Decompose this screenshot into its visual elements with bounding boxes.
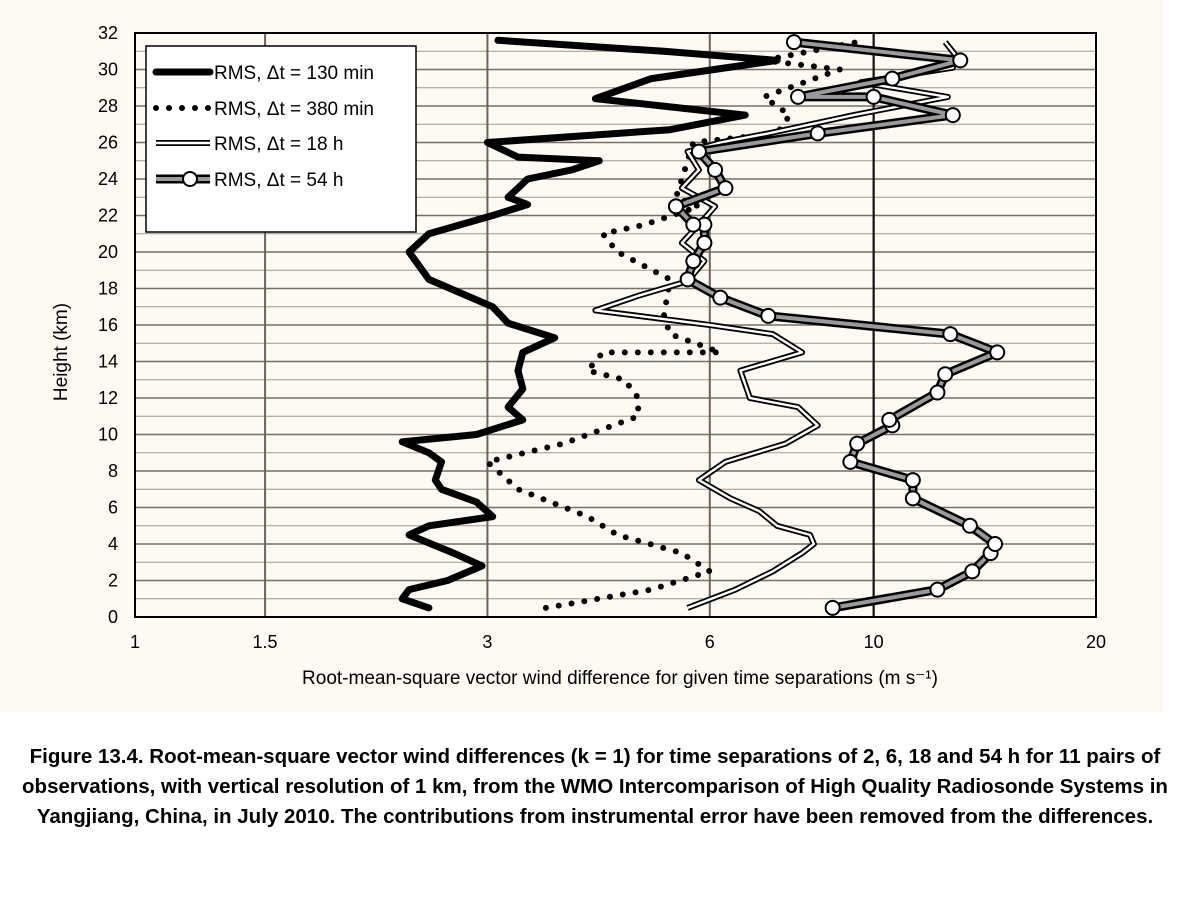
figure-caption: Figure 13.4. Root-mean-square vector win… <box>22 745 1168 828</box>
legend-label: RMS, Δt = 130 min <box>214 63 374 84</box>
series-layer <box>398 34 1006 616</box>
legend-label: RMS, Δt = 380 min <box>214 99 374 120</box>
y-tick-label: 4 <box>108 534 118 554</box>
series-54-h-marker <box>696 234 713 251</box>
series-54-h-marker <box>842 453 859 470</box>
series-54-h-marker <box>760 307 777 324</box>
series-54-h-marker <box>937 366 954 383</box>
series-54-h-marker <box>881 411 898 428</box>
legend-label: RMS, Δt = 54 h <box>214 170 343 191</box>
y-tick-label: 14 <box>98 352 118 372</box>
series-54-h-marker <box>809 125 826 142</box>
series-54-h-marker <box>944 107 961 124</box>
series-380-min-line <box>481 39 861 611</box>
y-axis-label: Height (km) <box>51 303 72 401</box>
x-tick-label: 10 <box>864 632 884 652</box>
series-54-h-marker <box>961 517 978 534</box>
x-tick-label: 20 <box>1086 632 1106 652</box>
grid <box>135 33 1096 617</box>
series-54-h-marker <box>929 581 946 598</box>
series-54-h-marker <box>690 143 707 160</box>
series-54-h-marker <box>685 216 702 233</box>
x-tick-label: 1.5 <box>253 632 278 652</box>
y-tick-label: 28 <box>98 96 118 116</box>
plot-frame <box>134 32 1097 618</box>
series-54-h-marker <box>667 198 684 215</box>
y-tick-label: 22 <box>98 206 118 226</box>
y-tick-label: 24 <box>98 169 118 189</box>
y-tick-label: 26 <box>98 133 118 153</box>
y-tick-label: 2 <box>108 571 118 591</box>
x-tick-label: 6 <box>705 632 715 652</box>
series-54-h-marker <box>679 271 696 288</box>
legend-box <box>145 45 417 233</box>
y-tick-label: 0 <box>108 607 118 627</box>
series-54-h-marker <box>785 34 802 51</box>
series-54-h-marker <box>712 289 729 306</box>
series-54-h-marker <box>929 384 946 401</box>
y-tick-label: 16 <box>98 315 118 335</box>
x-axis-label: Root-mean-square vector wind difference … <box>302 668 938 689</box>
y-tick-label: 12 <box>98 388 118 408</box>
y-tick-label: 6 <box>108 498 118 518</box>
series-54-h-marker <box>790 88 807 105</box>
legend-label: RMS, Δt = 18 h <box>214 134 343 155</box>
series-54-h-marker <box>849 435 866 452</box>
series-54-h-marker <box>707 161 724 178</box>
series-54-h-marker <box>865 88 882 105</box>
series-54-h-marker <box>904 490 921 507</box>
series-54-h-marker <box>717 180 734 197</box>
legend-marker <box>182 171 198 187</box>
y-tick-label: 30 <box>98 60 118 80</box>
series-130-min-line <box>398 36 781 612</box>
x-tick-label: 1 <box>130 632 140 652</box>
y-tick-label: 18 <box>98 279 118 299</box>
series-18-h-line <box>594 41 957 610</box>
series-54-h-marker <box>904 472 921 489</box>
series-54-h-marker <box>987 536 1004 552</box>
series-54-h-line <box>674 40 1000 610</box>
series-54-h-marker <box>685 253 702 270</box>
x-tick-label: 3 <box>482 632 492 652</box>
chart: 1 1.5 3 6 10 2002468101214161820222426283032 … <box>51 23 1106 689</box>
series-54-h-marker <box>964 563 981 580</box>
legend: RMS, Δt = 130 min RMS, Δt = 380 min RMS, Δ… <box>145 45 417 233</box>
series-54-h-marker <box>824 599 841 616</box>
y-tick-label: 20 <box>98 242 118 262</box>
y-tick-label: 10 <box>98 425 118 445</box>
series-54-h-marker <box>952 52 969 69</box>
y-tick-label: 8 <box>108 461 118 481</box>
series-54-h-marker <box>884 70 901 87</box>
series-54-h-marker <box>942 326 959 343</box>
series-54-h-marker <box>989 344 1006 361</box>
y-tick-label: 32 <box>98 23 118 43</box>
